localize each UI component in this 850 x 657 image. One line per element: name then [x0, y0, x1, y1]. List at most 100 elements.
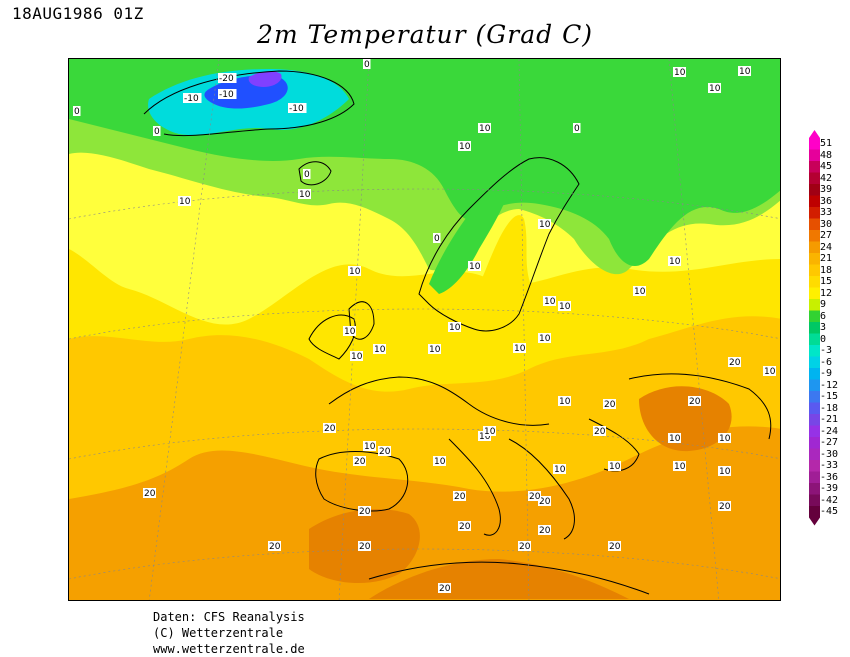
legend-label: -6	[820, 356, 833, 368]
legend-label: 45	[820, 161, 833, 172]
legend-swatch	[809, 299, 820, 311]
contour-label: 20	[604, 400, 616, 410]
contour-label: 10	[669, 257, 681, 267]
color-legend: 51 48 45 42 39 36 33 30 27 24 21 18 15 12 9 6 3 0 -3 -6 -9 -1…	[808, 130, 850, 530]
contour-label-background	[513, 343, 526, 353]
contour-label-background	[668, 433, 681, 443]
legend-label: 0	[820, 333, 827, 345]
contour-label-background	[558, 396, 571, 406]
contour-label: 10	[539, 334, 551, 344]
legend-label: 30	[820, 218, 833, 230]
contour-label-background	[538, 525, 551, 535]
contour-label: 10	[469, 262, 481, 272]
legend-label: 36	[820, 195, 833, 207]
contour-label-background	[353, 456, 366, 466]
legend-label: -15	[820, 391, 839, 402]
legend-label: 15	[820, 276, 833, 287]
contour-label: -10	[184, 94, 199, 104]
contour-label: 20	[729, 358, 741, 368]
contour-label-background	[608, 461, 621, 471]
legend-swatch	[809, 230, 820, 242]
legend-label: 42	[820, 172, 833, 184]
contour-label: 10	[764, 367, 776, 377]
contour-label: 10	[351, 352, 363, 362]
contour-label-background	[363, 59, 371, 69]
contour-label: 10	[429, 345, 441, 355]
contour-label: 20	[719, 502, 731, 512]
contour-label: 10	[344, 327, 356, 337]
contour-label-background	[718, 501, 731, 511]
contour-label: -10	[289, 104, 304, 114]
contour-label: 10	[709, 84, 721, 94]
contour-label: 20	[539, 497, 551, 507]
legend-swatch	[809, 391, 820, 403]
contour-label-background	[558, 301, 571, 311]
legend-swatch	[809, 356, 820, 368]
legend-label: 27	[820, 230, 833, 241]
contour-label-background	[178, 196, 191, 206]
legend-label: 33	[820, 207, 833, 218]
contour-label-background	[543, 296, 556, 306]
contour-label: 20	[609, 542, 621, 552]
contour-label: 10	[449, 323, 461, 333]
legend-swatch	[809, 506, 820, 518]
contour-label: 20	[454, 492, 466, 502]
website-link[interactable]: www.wetterzentrale.de	[153, 642, 305, 656]
contour-label-background	[183, 93, 202, 103]
contour-label-background	[603, 399, 616, 409]
contour-label-background	[153, 126, 161, 136]
contour-label-background	[528, 491, 541, 501]
legend-label: -9	[820, 368, 833, 379]
legend-swatch	[809, 322, 820, 334]
contour-label: 10	[739, 67, 751, 77]
contour-label-background	[708, 83, 721, 93]
contour-label: 20	[459, 522, 471, 532]
contour-label: 20	[689, 397, 701, 407]
contour-label-background	[378, 446, 391, 456]
contour-label: 10	[559, 302, 571, 312]
contour-label: 10	[459, 142, 471, 152]
legend-label: -18	[820, 402, 839, 414]
legend-label: 18	[820, 264, 833, 276]
footer-credits: Daten: CFS Reanalysis (C) Wetterzentrale…	[153, 609, 305, 657]
contour-label: 10	[554, 465, 566, 475]
contour-label: 20	[354, 457, 366, 467]
legend-arrow-top	[809, 130, 820, 138]
contour-label: 10	[434, 457, 446, 467]
legend-swatch	[809, 218, 820, 230]
contour-label: 0	[74, 107, 80, 117]
legend-label: -30	[820, 448, 839, 460]
contour-label: -20	[219, 74, 234, 84]
contour-label-background	[468, 261, 481, 271]
contour-label: 10	[299, 190, 311, 200]
contour-label-background	[458, 521, 471, 531]
contour-label-background	[538, 333, 551, 343]
contour-label-background	[633, 286, 646, 296]
contour-label-background	[668, 256, 681, 266]
legend-label: -36	[820, 471, 839, 483]
contour-label-background	[738, 66, 751, 76]
contour-label-background	[298, 189, 311, 199]
contour-label: -10	[219, 90, 234, 100]
contour-label-background	[518, 541, 531, 551]
contour-label-background	[718, 466, 731, 476]
contour-label: 20	[539, 526, 551, 536]
contour-label-background	[218, 89, 237, 99]
legend-swatch	[809, 264, 820, 276]
contour-label: 10	[374, 345, 386, 355]
contour-label-background	[608, 541, 621, 551]
legend-label: 24	[820, 241, 833, 253]
legend-label: 9	[820, 299, 827, 310]
legend-label: -24	[820, 425, 839, 437]
contour-label: 10	[559, 397, 571, 407]
contour-label: 20	[359, 507, 371, 517]
contour-label: 10	[484, 427, 496, 437]
contour-label-background	[268, 541, 281, 551]
contour-label-background	[323, 423, 336, 433]
contour-label: 10	[674, 68, 686, 78]
contour-label-background	[573, 123, 581, 133]
legend-swatch	[809, 425, 820, 437]
contour-label-background	[358, 506, 371, 516]
legend-swatch	[809, 345, 820, 357]
contour-label-background	[73, 106, 81, 116]
